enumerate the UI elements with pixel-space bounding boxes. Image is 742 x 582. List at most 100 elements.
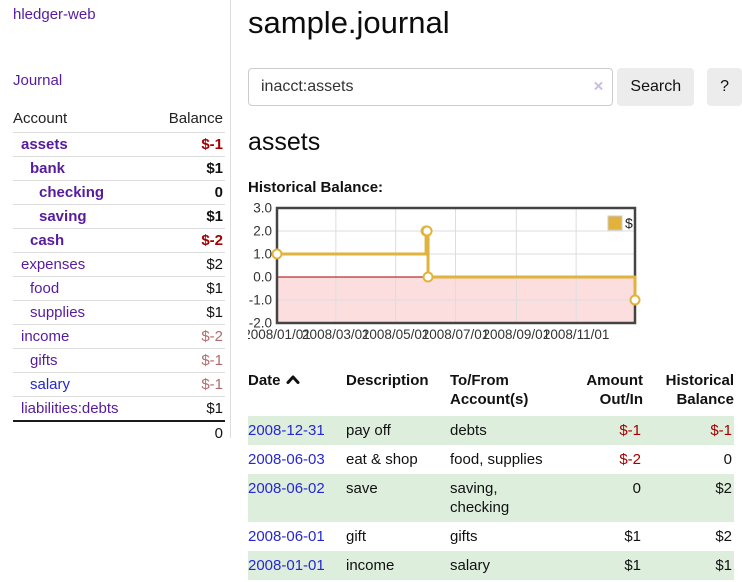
transaction-row: 2008-06-02 save saving, checking 0 $2 xyxy=(248,474,734,522)
transaction-balance: $2 xyxy=(715,480,732,497)
account-row: cash $-2 xyxy=(13,228,225,253)
legend-swatch xyxy=(607,215,623,231)
y-axis-tick-label: 3.0 xyxy=(253,201,272,216)
data-point-marker xyxy=(421,225,433,237)
sidebar-item-journal[interactable]: Journal xyxy=(13,72,63,89)
account-balance: $2 xyxy=(151,252,225,277)
sidebar: hledger-web Journal Account Balance asse… xyxy=(0,0,231,445)
chart-canvas: 3.0 2.0 1.0 0.0 -1.0 -2.02008/01/012008/03/01… xyxy=(243,201,641,342)
y-axis-tick-label: 1.0 xyxy=(253,247,272,262)
transaction-rows: 2008-12-31 pay off debts $-1 $-1 2008-06-03 ea… xyxy=(248,416,734,580)
account-balance: $1 xyxy=(151,156,225,181)
sidebar-account-link[interactable]: checking xyxy=(39,184,105,201)
column-header-amount: Amount Out/In xyxy=(586,372,643,408)
balance-column-header: Balance xyxy=(168,110,223,127)
x-axis-tick-label: 2008/01/01 xyxy=(248,327,311,342)
transaction-date-link[interactable]: 2008-06-03 xyxy=(248,451,325,468)
chevron-up-icon xyxy=(286,371,300,390)
plot-border xyxy=(275,206,637,325)
transaction-row: 2008-06-03 eat & shop food, supplies $-2 0 xyxy=(248,445,734,474)
transaction-accounts: food, supplies xyxy=(450,451,543,468)
transaction-balance: $1 xyxy=(715,557,732,574)
account-balance: 0 xyxy=(151,180,225,205)
account-balance: $-2 xyxy=(151,324,225,349)
transaction-amount: $-2 xyxy=(619,451,641,468)
sidebar-account-link[interactable]: food xyxy=(30,280,60,297)
account-row: supplies $1 xyxy=(13,300,225,325)
column-header-balance: Historical Balance xyxy=(665,372,734,408)
search-button[interactable]: Search xyxy=(617,68,695,106)
column-header-description: Description xyxy=(346,372,429,389)
transaction-row: 2008-01-01 income salary $1 $1 xyxy=(248,551,734,580)
transaction-description: income xyxy=(346,557,395,574)
legend-label: $ xyxy=(625,215,633,231)
transaction-amount: $1 xyxy=(624,528,641,545)
help-button[interactable]: ? xyxy=(707,68,742,106)
y-axis-tick-label: -2.0 xyxy=(249,316,272,331)
transaction-description: save xyxy=(346,480,378,497)
clear-search-icon[interactable]: × xyxy=(593,76,604,96)
data-point-marker xyxy=(422,271,434,283)
transaction-description: eat & shop xyxy=(346,451,418,468)
y-axis-tick-label: -1.0 xyxy=(249,293,272,308)
account-row: saving $1 xyxy=(13,204,225,229)
sidebar-account-link[interactable]: income xyxy=(21,328,70,345)
transaction-balance: 0 xyxy=(723,451,732,468)
x-axis-tick-label: 2008/05/01 xyxy=(362,327,430,342)
sidebar-account-link[interactable]: liabilities:debts xyxy=(21,400,119,417)
transaction-accounts: salary xyxy=(450,557,491,574)
y-axis-tick-label: 0.0 xyxy=(253,270,272,285)
sidebar-account-link[interactable]: saving xyxy=(39,208,87,225)
sidebar-account-link[interactable]: salary xyxy=(30,376,71,393)
accounts-table: Account Balance assets $-1 bank $1 checking 0… xyxy=(13,108,225,445)
account-row: salary $-1 xyxy=(13,372,225,397)
main-content: sample.journal × Search ? assets Histori… xyxy=(243,0,742,580)
transaction-date-link[interactable]: 2008-12-31 xyxy=(248,422,325,439)
account-row: checking 0 xyxy=(13,180,225,205)
transaction-accounts: debts xyxy=(450,422,487,439)
account-balance: $-1 xyxy=(151,372,225,397)
account-balance: $1 xyxy=(151,396,225,421)
transaction-description: gift xyxy=(346,528,367,545)
sidebar-account-link[interactable]: bank xyxy=(30,160,66,177)
account-row: liabilities:debts $1 xyxy=(13,396,225,421)
app-brand-link[interactable]: hledger-web xyxy=(13,6,96,23)
transaction-row: 2008-12-31 pay off debts $-1 $-1 xyxy=(248,416,734,445)
x-axis-tick-label: 2008/03/01 xyxy=(302,327,370,342)
transaction-amount: 0 xyxy=(632,480,641,497)
transaction-date-link[interactable]: 2008-01-01 xyxy=(248,557,325,574)
account-row: income $-2 xyxy=(13,324,225,349)
accounts-column-header: Account xyxy=(13,110,68,127)
sidebar-account-link[interactable]: expenses xyxy=(21,256,86,273)
page-title: sample.journal xyxy=(248,5,450,40)
search-input[interactable] xyxy=(248,68,614,106)
account-balance: $-2 xyxy=(151,228,225,253)
account-row: gifts $-1 xyxy=(13,348,225,373)
sidebar-account-link[interactable]: assets xyxy=(21,136,68,153)
account-balance: $-1 xyxy=(151,348,225,373)
x-axis-tick-label: 2008/07/01 xyxy=(422,327,490,342)
accounts-total-value: 0 xyxy=(151,420,225,445)
sidebar-account-link[interactable]: gifts xyxy=(30,352,58,369)
transaction-amount: $-1 xyxy=(619,422,641,439)
sidebar-account-link[interactable]: cash xyxy=(30,232,65,249)
y-axis-tick-label: 2.0 xyxy=(253,224,272,239)
transaction-accounts: saving, checking xyxy=(450,480,510,516)
account-row: food $1 xyxy=(13,276,225,301)
search-bar: × Search ? xyxy=(248,68,742,106)
transaction-description: pay off xyxy=(346,422,391,439)
data-point-marker xyxy=(629,294,641,306)
account-row: expenses $2 xyxy=(13,252,225,277)
transaction-date-link[interactable]: 2008-06-01 xyxy=(248,528,325,545)
transaction-accounts: gifts xyxy=(450,528,478,545)
column-header-accounts: To/From Account(s) xyxy=(450,372,529,408)
account-row: assets $-1 xyxy=(13,132,225,157)
transactions-table: Date Description To/From Account(s) Amou… xyxy=(248,369,734,580)
column-header-date[interactable]: Date xyxy=(248,369,346,416)
transaction-date-link[interactable]: 2008-06-02 xyxy=(248,480,325,497)
transaction-balance: $-1 xyxy=(710,422,732,439)
sidebar-account-link[interactable]: supplies xyxy=(30,304,86,321)
chart-title: Historical Balance: xyxy=(248,179,384,196)
account-balance: $1 xyxy=(151,276,225,301)
account-balance: $-1 xyxy=(151,132,225,157)
